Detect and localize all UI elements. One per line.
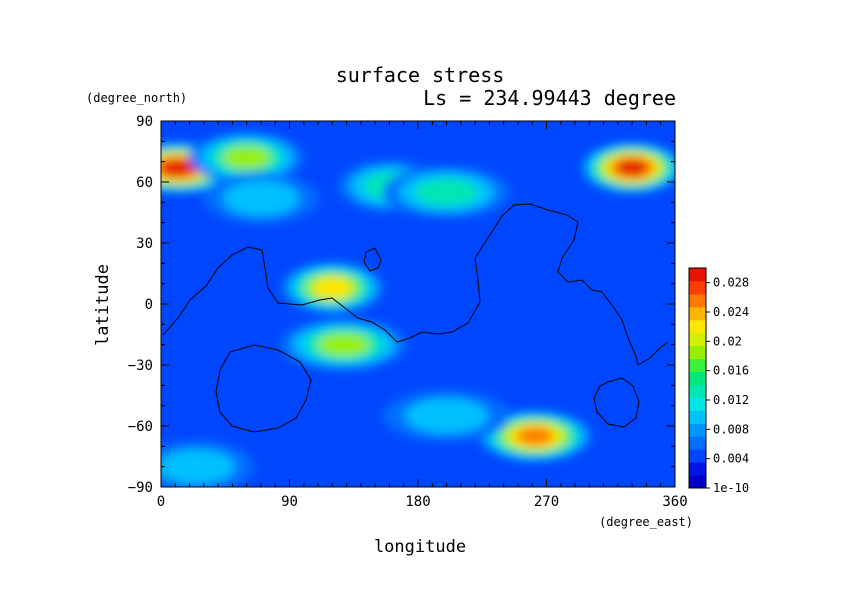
y-tick-label: 0 [145, 297, 153, 313]
colorbar-segment [689, 423, 706, 437]
heatmap-feature [382, 389, 511, 442]
x-tick-label: 180 [405, 494, 430, 510]
colorbar-tick-label: 0.008 [713, 422, 749, 436]
colorbar-tick-label: 0.004 [713, 452, 749, 466]
colorbar-segment [689, 410, 706, 424]
heatmap-contour [222, 180, 299, 216]
heatmap-blobs [161, 131, 675, 487]
colorbar-segment [689, 345, 706, 360]
colorbar-segment [689, 358, 706, 373]
x-units-label: (degree_east) [599, 515, 693, 529]
heatmap-field [161, 121, 675, 487]
colorbar: 0.028 0.024 0.02 0.016 0.012 0.008 0.004 1e-10 [688, 267, 749, 495]
y-tick-label: 30 [136, 236, 153, 252]
x-tick-label: 90 [281, 494, 298, 510]
colorbar-segment [689, 268, 706, 282]
coastline-island-1 [363, 247, 382, 272]
colorbar-tick-label: 0.012 [713, 393, 749, 407]
colorbar-segment [689, 332, 706, 347]
heatmap-feature [477, 410, 594, 463]
axis-ticks [160, 120, 676, 488]
heatmap-feature [280, 261, 385, 314]
heatmap-contour [317, 333, 370, 357]
colorbar-segment [689, 280, 706, 295]
x-tick-label: 270 [534, 494, 559, 510]
heatmap-contour [222, 145, 271, 170]
x-tick-label: 360 [662, 494, 687, 510]
y-units-label: (degree_north) [86, 91, 187, 105]
heatmap-feature [279, 318, 408, 371]
y-tick-label: −60 [128, 419, 153, 435]
heatmap-contour [313, 277, 352, 299]
colorbar-segment [689, 462, 706, 476]
colorbar-segment [689, 475, 706, 489]
colorbar-segment [689, 306, 706, 321]
heatmap-contour [516, 426, 554, 446]
colorbar-segment [689, 384, 706, 398]
heatmap-contour [414, 178, 479, 206]
y-tick-label: −90 [128, 480, 153, 496]
heatmap-feature [382, 166, 511, 219]
heatmap-contour [161, 449, 235, 485]
colorbar-segment [689, 436, 706, 450]
x-tick-label: 0 [157, 494, 165, 510]
coastline-main [162, 203, 669, 366]
heatmap-contour [616, 159, 648, 177]
colorbar-segment [689, 371, 706, 385]
coastline-island-2 [215, 344, 312, 433]
colorbar-tick-label: 0.024 [713, 305, 749, 319]
colorbar-segment [689, 449, 706, 463]
coastline-island-3 [593, 377, 640, 428]
colorbar-tick-label: 1e-10 [713, 481, 749, 495]
colorbar-tick-label: 0.028 [713, 276, 749, 290]
heatmap-contour [404, 398, 489, 434]
colorbar-segment [689, 319, 706, 334]
y-tick-label: 60 [136, 175, 153, 191]
colorbar-segment [689, 397, 706, 411]
colorbar-tick-label: 0.02 [713, 334, 742, 348]
heatmap-feature [580, 141, 675, 194]
heatmap-feature [202, 172, 319, 225]
heatmap-feature [188, 131, 305, 184]
chart-title: surface stress [336, 63, 505, 87]
heatmap-feature [161, 440, 255, 487]
y-tick-label: −30 [128, 358, 153, 374]
x-axis-label: longitude [374, 537, 466, 557]
y-axis-label: latitude [93, 264, 113, 346]
colorbar-segment [689, 293, 706, 308]
y-tick-label: 90 [136, 114, 153, 130]
heatmap-contour [161, 159, 197, 177]
chart-subtitle: Ls = 234.99443 degree [423, 86, 676, 110]
colorbar-tick-label: 0.016 [713, 364, 749, 378]
coastline-outlines [162, 203, 669, 433]
colorbar-frame [688, 267, 707, 489]
axis-tick-labels: 0 90 180 270 360 −90 −60 −30 0 30 60 90 [128, 114, 688, 510]
